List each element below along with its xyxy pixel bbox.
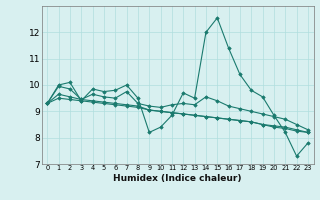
X-axis label: Humidex (Indice chaleur): Humidex (Indice chaleur): [113, 174, 242, 183]
